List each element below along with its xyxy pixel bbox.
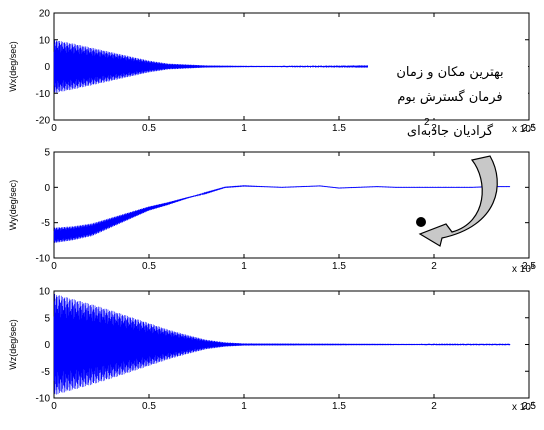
annotation: بهترین مکان و زمان فرمان گسترش بوم گرادی… (368, 60, 528, 247)
xticks-wz: 0 0.5 1 1.5 2 2.5 (51, 291, 536, 412)
y-tick-label: 5 (44, 148, 50, 159)
y-tick-label: -5 (41, 367, 50, 378)
y-tick-label: -10 (36, 89, 51, 100)
y-tick-label: 10 (39, 35, 51, 46)
xticks-wx: 0 0.5 1 1.5 2 2.5 (51, 13, 536, 134)
series-line-wy (53, 185, 511, 243)
x-tick-label: 0.5 (142, 401, 156, 412)
y-tick-label: 20 (39, 9, 51, 20)
x-tick-label: 0 (51, 261, 57, 272)
x-multiplier-wx: x 104 (512, 124, 535, 135)
x-tick-label: 2 (431, 401, 437, 412)
y-tick-label: -5 (41, 218, 50, 229)
annotation-line-1: بهترین مکان و زمان (396, 65, 503, 80)
y-axis-label-wy: Wy(deg/sec) (8, 180, 18, 230)
x-tick-label: 0 (51, 123, 57, 134)
x-tick-label: 2.5 (522, 401, 536, 412)
y-tick-label: 5 (44, 313, 50, 324)
y-tick-label: 0 (44, 340, 50, 351)
y-axis-label-wx: Wx(deg/sec) (8, 41, 18, 92)
x-tick-label: 1 (241, 123, 247, 134)
plot-area-wy (53, 151, 530, 259)
xticks-wy: 0 0.5 1 1.5 2 2.5 (51, 152, 536, 272)
panel-wy: -10 -5 0 5 0 0.5 1 1.5 2 2.5 Wy(deg/sec) x 104 (8, 148, 536, 276)
x-tick-label: 1 (241, 261, 247, 272)
x-tick-label: 1.5 (332, 261, 346, 272)
y-tick-label: 10 (39, 287, 51, 298)
x-tick-label: 2.5 (522, 261, 536, 272)
x-tick-label: 0.5 (142, 123, 156, 134)
y-tick-label: 0 (44, 62, 50, 73)
y-tick-label: -10 (36, 254, 51, 265)
x-tick-label: 2 (431, 261, 437, 272)
x-tick-label: 2 (431, 123, 437, 134)
yticks-wy: -10 -5 0 5 (36, 148, 529, 265)
x-tick-label: 1 (241, 401, 247, 412)
y-tick-label: -20 (36, 116, 51, 127)
series-line-wz (53, 293, 511, 395)
y-axis-label-wz: Wz(deg/sec) (8, 319, 18, 370)
arrow-start-dot-icon (416, 217, 426, 227)
panel-wz: -10 -5 0 5 10 0 0.5 1 1.5 2 2.5 Wz(deg/sec) x 104 (8, 287, 536, 414)
annotation-line-2: فرمان گسترش بوم (397, 89, 502, 105)
x-multiplier-wy: x 104 (512, 264, 535, 275)
annotation-line-3: گرادیان جاذبه‌ای (407, 123, 494, 139)
x-tick-label: 0 (51, 401, 57, 412)
curved-arrow-icon (418, 155, 498, 247)
x-tick-label: 1.5 (332, 123, 346, 134)
annotation-stray-mark: 2 (424, 117, 430, 128)
x-tick-label: 0.5 (142, 261, 156, 272)
x-multiplier-wz: x 104 (512, 402, 535, 413)
y-tick-label: 0 (44, 183, 50, 194)
y-tick-label: -10 (36, 394, 51, 405)
annotation-background (368, 60, 528, 118)
x-tick-label: 2.5 (522, 123, 536, 134)
x-tick-label: 1.5 (332, 401, 346, 412)
